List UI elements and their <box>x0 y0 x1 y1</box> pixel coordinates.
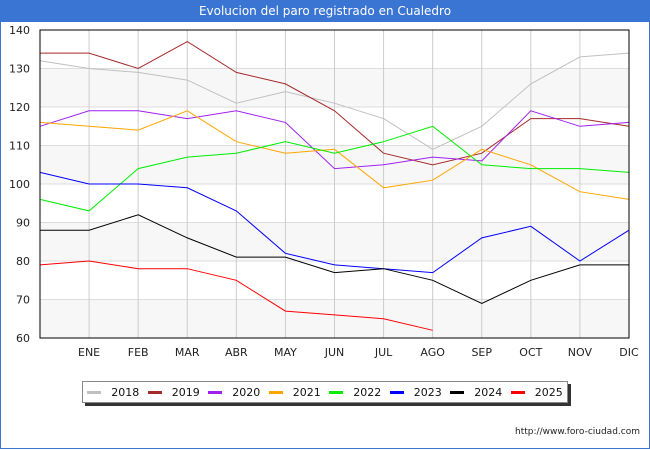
series-lines <box>39 41 630 331</box>
legend: 2018 2019 2020 2021 2022 2023 2024 2025 <box>82 381 568 403</box>
legend-label: 2025 <box>534 385 563 399</box>
series-line-2021 <box>39 110 630 200</box>
legend-item-2023: 2023 <box>389 385 442 399</box>
x-tick-label: NOV <box>568 346 593 359</box>
legend-swatch <box>87 390 102 394</box>
legend-label: 2019 <box>171 385 200 399</box>
y-tick-label: 70 <box>16 294 30 307</box>
series-line-2025 <box>39 260 433 331</box>
series-line-2020 <box>39 110 630 170</box>
x-tick-label: MAY <box>274 346 297 359</box>
legend-label: 2023 <box>413 385 442 399</box>
series-line-2023 <box>39 171 630 274</box>
y-tick-label: 100 <box>9 178 30 191</box>
legend-item-2021: 2021 <box>268 385 321 399</box>
x-tick-label: FEB <box>128 346 149 359</box>
chart-title: Evolucion del paro registrado en Cualedr… <box>0 0 650 22</box>
series-line-2019 <box>40 41 630 166</box>
legend-swatch <box>268 390 283 394</box>
series-line-2024 <box>40 214 629 304</box>
legend-item-2024: 2024 <box>450 386 502 399</box>
x-axis-ticks: ENE FEB MAR ABR MAY JUN JUL AGO SEP OCT NOV DIC <box>78 346 639 359</box>
plot-border <box>39 29 630 339</box>
source-url: http://www.foro-ciudad.com <box>515 427 640 437</box>
x-tick-label: AGO <box>420 346 445 359</box>
x-tick-label: SEP <box>471 346 492 359</box>
y-tick-label: 120 <box>9 101 30 114</box>
legend-swatch <box>389 390 404 394</box>
legend-swatch <box>208 390 223 394</box>
x-tick-label: ABR <box>225 346 248 359</box>
y-tick-label: 80 <box>16 255 30 268</box>
legend-label: 2022 <box>353 385 382 399</box>
legend-swatch <box>450 390 465 394</box>
legend-item-2022: 2022 <box>329 386 381 399</box>
series-line-2018 <box>39 52 630 150</box>
series-line-2022 <box>39 125 630 212</box>
y-tick-label: 110 <box>9 140 30 153</box>
x-tick-label: OCT <box>519 346 542 359</box>
legend-swatch <box>329 390 344 394</box>
legend-swatch <box>147 390 162 394</box>
legend-item-2020: 2020 <box>208 386 260 399</box>
x-tick-label: ENE <box>78 346 100 359</box>
y-tick-label: 140 <box>9 24 30 37</box>
legend-label: 2020 <box>232 385 261 399</box>
x-tick-label: DIC <box>619 346 639 359</box>
legend-item-2019: 2019 <box>147 385 200 399</box>
y-axis-ticks: 60 70 80 90 100 110 120 130 140 <box>9 24 30 345</box>
x-tick-label: JUN <box>324 346 345 359</box>
legend-label: 2024 <box>474 385 503 399</box>
legend-item-2018: 2018 <box>87 386 139 399</box>
legend-item-2025: 2025 <box>510 385 563 399</box>
legend-label: 2021 <box>292 385 321 399</box>
y-tick-label: 90 <box>16 217 30 230</box>
legend-swatch <box>510 390 525 394</box>
x-tick-label: MAR <box>175 346 200 359</box>
x-tick-label: JUL <box>374 346 393 359</box>
y-tick-label: 60 <box>16 332 30 345</box>
y-tick-label: 130 <box>9 63 30 76</box>
legend-label: 2018 <box>111 385 140 399</box>
